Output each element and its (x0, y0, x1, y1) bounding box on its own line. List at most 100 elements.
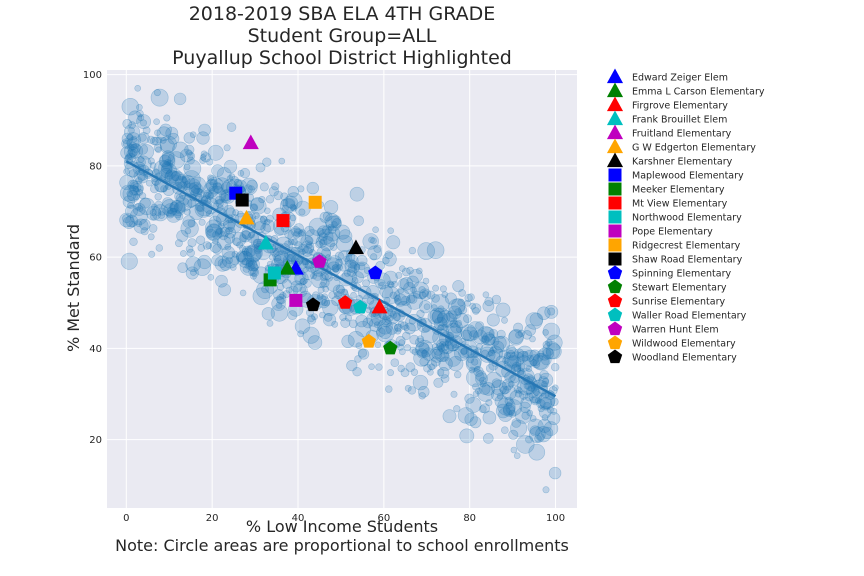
school-point (450, 390, 458, 398)
school-point (319, 311, 326, 319)
school-point (167, 207, 175, 214)
school-point (426, 290, 436, 300)
school-point (513, 364, 522, 373)
school-point (542, 329, 549, 336)
school-point (467, 321, 484, 338)
school-point (432, 284, 439, 292)
school-point (324, 200, 339, 215)
school-point (167, 132, 180, 145)
school-point (263, 218, 271, 226)
school-point (463, 314, 472, 323)
school-point (135, 220, 143, 227)
school-point (125, 153, 132, 161)
school-point (160, 163, 178, 180)
school-point (146, 179, 153, 187)
school-point (349, 259, 357, 267)
school-point (335, 258, 343, 267)
school-point (528, 354, 541, 367)
school-point (136, 109, 144, 118)
school-point (529, 415, 537, 422)
school-point (130, 135, 138, 143)
school-point (308, 217, 327, 236)
school-point (129, 181, 144, 196)
school-point (451, 298, 466, 313)
school-point (320, 278, 330, 288)
school-point (284, 229, 294, 239)
school-point (119, 174, 135, 191)
school-point (344, 259, 358, 273)
school-point (153, 143, 163, 153)
school-point (302, 246, 313, 257)
school-point (471, 358, 479, 366)
trend-line (125, 160, 557, 398)
school-point (287, 227, 306, 246)
school-point (355, 320, 372, 337)
school-point (398, 348, 406, 356)
legend-marker (607, 265, 623, 280)
school-point (529, 359, 538, 367)
legend-label: Shaw Road Elementary (632, 255, 743, 266)
school-point (183, 132, 196, 144)
school-point (526, 409, 534, 417)
school-point (184, 178, 202, 196)
school-point (189, 269, 197, 276)
school-point (537, 418, 552, 433)
school-point (132, 193, 140, 201)
school-point (185, 266, 199, 280)
school-point (406, 275, 419, 288)
school-point (349, 186, 365, 202)
legend-label: Meeker Elementary (632, 185, 725, 196)
school-point (132, 186, 140, 193)
school-point (437, 310, 455, 328)
school-point (465, 356, 482, 372)
school-point (346, 360, 358, 372)
school-point (440, 340, 454, 354)
school-point (454, 308, 462, 316)
school-point (475, 372, 488, 386)
school-point (367, 245, 383, 261)
school-point (240, 177, 258, 196)
school-marker (305, 297, 321, 312)
school-point (248, 260, 255, 268)
school-point (532, 352, 550, 371)
school-point (393, 288, 411, 306)
school-point (286, 253, 297, 265)
school-point (252, 238, 262, 248)
school-point (206, 226, 214, 233)
school-point (154, 129, 161, 137)
school-point (434, 347, 449, 362)
school-point (318, 239, 326, 246)
school-point (291, 238, 298, 246)
school-point (521, 411, 530, 420)
school-point (165, 170, 173, 177)
school-point (122, 214, 132, 224)
school-point (180, 174, 196, 190)
school-point (495, 403, 511, 419)
school-point (458, 305, 468, 315)
school-point (531, 396, 539, 404)
school-point (196, 235, 206, 245)
school-point (322, 211, 333, 222)
school-point (420, 349, 429, 358)
school-point (177, 262, 188, 274)
school-point (262, 157, 272, 167)
school-point (509, 389, 525, 405)
school-point (429, 307, 446, 324)
school-point (152, 178, 159, 186)
school-point (300, 277, 308, 285)
school-point (427, 368, 434, 376)
school-point (180, 176, 187, 183)
school-point (250, 272, 257, 280)
school-point (241, 245, 253, 257)
school-point (222, 220, 235, 233)
school-point (339, 313, 347, 321)
school-point (321, 248, 331, 258)
school-point (341, 334, 355, 349)
school-point (378, 281, 387, 290)
school-point (319, 236, 335, 252)
school-point (386, 280, 394, 288)
school-point (230, 175, 239, 185)
school-point (284, 240, 291, 248)
school-point (196, 131, 210, 145)
school-point (464, 393, 475, 404)
